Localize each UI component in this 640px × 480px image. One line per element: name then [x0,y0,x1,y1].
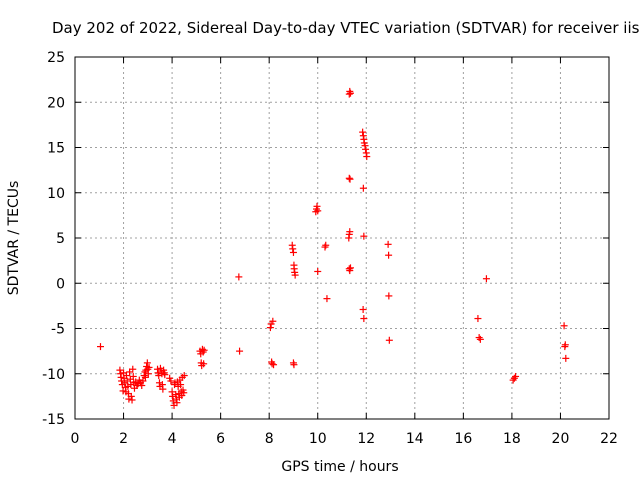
data-point [96,343,104,351]
x-tick-label: 20 [552,431,570,447]
data-point [385,251,393,259]
data-point [321,243,329,251]
data-point [173,399,181,407]
data-point [129,372,137,380]
x-tick-label: 4 [168,431,177,447]
data-point [200,346,208,354]
data-point [235,273,243,281]
data-point [122,372,130,380]
data-point [180,389,188,397]
y-tick-label: -5 [51,322,65,338]
data-point [138,382,146,390]
data-point [474,315,482,323]
data-point [290,361,298,369]
data-point [291,271,299,279]
data-point [128,396,136,404]
data-point [145,363,153,371]
data-point [200,360,208,368]
x-tick-label: 12 [357,431,375,447]
data-point [512,372,520,380]
data-point [345,174,353,182]
data-point [562,354,570,362]
x-tick-label: 0 [71,431,80,447]
data-point [385,336,393,344]
data-point [180,372,188,380]
data-point [140,372,148,380]
data-point [236,347,244,355]
y-tick-label: 20 [47,95,65,111]
data-point [141,373,149,381]
data-point [346,89,354,97]
x-tick-label: 14 [406,431,424,447]
x-tick-label: 22 [600,431,618,447]
y-tick-label: 10 [47,186,65,202]
data-point [129,365,137,373]
data-point [143,359,151,367]
y-axis-label: SDTVAR / TECUs [6,181,22,296]
data-point [313,202,321,210]
data-point [482,275,490,283]
data-point [363,153,371,161]
x-axis-label: GPS time / hours [281,459,398,475]
x-tick-label: 2 [119,431,128,447]
data-point [322,241,330,249]
data-point [359,184,367,192]
data-point [359,128,367,136]
x-tick-label: 10 [309,431,327,447]
x-tick-label: 6 [216,431,225,447]
x-tick-label: 8 [265,431,274,447]
data-point [167,377,175,385]
data-point [360,315,368,323]
data-point [144,370,152,378]
data-point [362,145,370,153]
data-point [314,207,322,215]
chart-title: Day 202 of 2022, Sidereal Day-to-day VTE… [52,19,640,37]
data-point [270,361,278,369]
data-point [268,360,276,368]
data-point [360,232,368,240]
grid [75,57,609,419]
data-point [475,334,483,342]
data-point [346,175,354,183]
data-point [510,374,518,382]
axis-ticks: 0 2 4 6 8 10 12 14 16 18 20 22 -15 -10 -5 0 5 10 15 20 25 [42,50,618,447]
data-point [161,371,169,379]
data-point [169,397,177,405]
data-point [314,267,322,275]
data-point [384,240,392,248]
data-point [177,381,185,389]
data-point [289,248,297,256]
data-point [266,324,274,332]
y-tick-label: -10 [42,367,65,383]
data-point [323,295,331,303]
data-point [127,392,135,400]
data-point [359,305,367,313]
x-tick-label: 16 [454,431,472,447]
data-points [96,87,570,409]
data-point [476,335,484,343]
data-point [116,366,124,374]
data-point [346,228,354,236]
y-tick-label: 0 [56,276,65,292]
data-point [385,292,393,300]
y-tick-label: 5 [56,231,65,247]
y-tick-label: 15 [47,141,65,157]
x-tick-label: 18 [503,431,521,447]
y-tick-label: 25 [47,50,65,66]
data-point [289,245,297,253]
data-point [269,317,277,325]
data-point [172,391,180,399]
data-point [346,264,354,272]
data-point [139,377,147,385]
y-tick-label: -15 [42,412,65,428]
data-point [159,385,167,393]
data-point [560,322,568,330]
data-point [561,341,569,349]
